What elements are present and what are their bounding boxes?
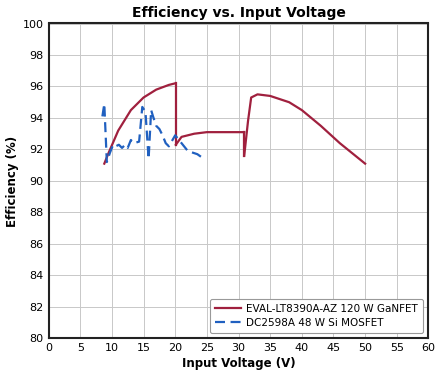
Legend: EVAL-LT8390A-AZ 120 W GaNFET, DC2598A 48 W Si MOSFET: EVAL-LT8390A-AZ 120 W GaNFET, DC2598A 48… bbox=[210, 299, 423, 333]
X-axis label: Input Voltage (V): Input Voltage (V) bbox=[182, 358, 295, 370]
Title: Efficiency vs. Input Voltage: Efficiency vs. Input Voltage bbox=[131, 6, 345, 20]
Y-axis label: Efficiency (%): Efficiency (%) bbox=[6, 135, 19, 226]
